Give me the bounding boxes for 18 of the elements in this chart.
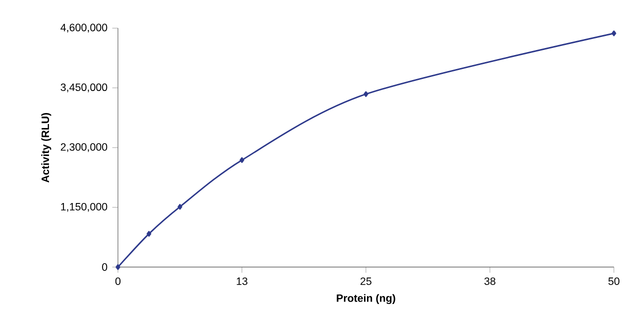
- x-tick-label: 50: [608, 277, 620, 285]
- point: [240, 157, 244, 163]
- x-tick-label: 0: [115, 277, 120, 285]
- point: [146, 230, 152, 237]
- y-tick-label: 1,150,000: [61, 202, 108, 212]
- y-tick-label: 0: [102, 263, 108, 271]
- y-tick-label: 4,600,000: [60, 24, 108, 33]
- x-tick-label: 38: [484, 277, 496, 285]
- point: [116, 264, 120, 270]
- y-axis-title: Activity (RLU): [41, 113, 52, 182]
- x-tick-label: 25: [360, 277, 372, 285]
- point: [364, 91, 368, 97]
- point: [612, 30, 616, 36]
- y-tick-label: 2,300,000: [60, 143, 108, 152]
- x-axis-title: Protein (ng): [336, 294, 396, 304]
- x-tick-label: 13: [236, 277, 248, 285]
- point: [178, 204, 182, 210]
- y-tick-label: 3,450,000: [60, 84, 108, 92]
